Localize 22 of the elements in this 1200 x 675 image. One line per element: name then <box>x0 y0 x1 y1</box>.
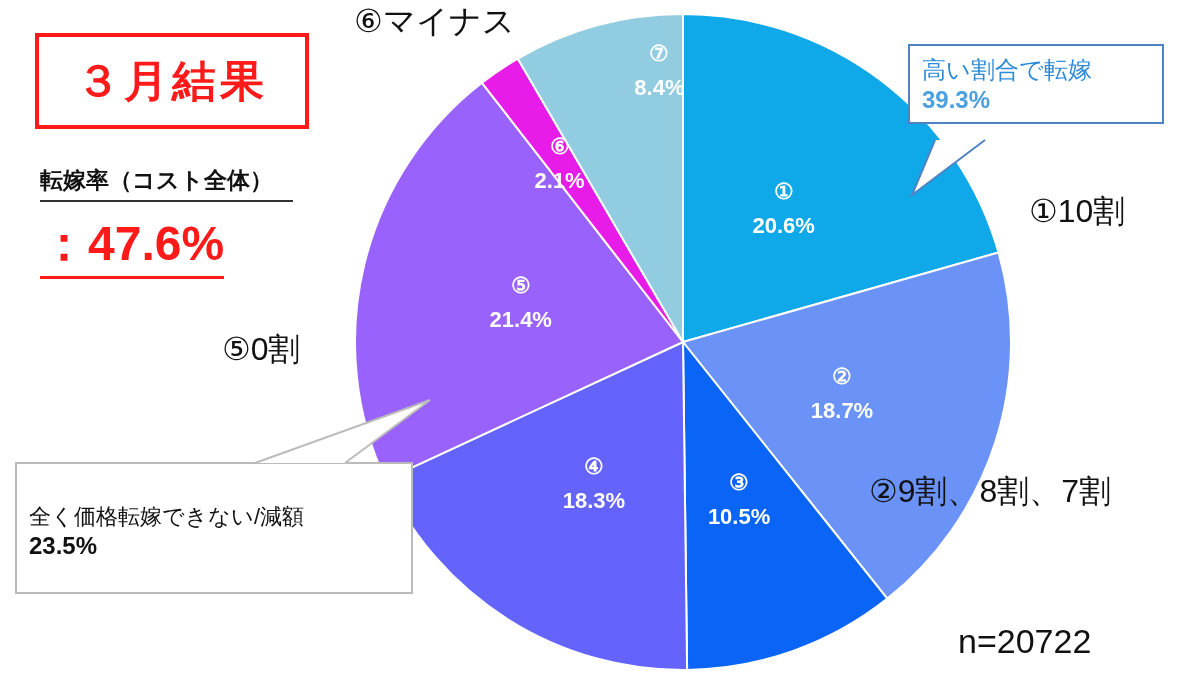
data-label: 18.7% <box>810 397 874 423</box>
data-label: 8.4% <box>634 75 685 101</box>
text: ①10割 <box>1029 193 1126 229</box>
text: ⑥マイナス <box>354 3 515 39</box>
data-label: 10.5% <box>707 503 771 529</box>
slice-label: ③ <box>729 469 750 495</box>
data-label: 18.3% <box>562 487 626 513</box>
data-label: 21.4% <box>489 307 552 332</box>
text: ②9割、8割、7割 <box>869 473 1112 509</box>
text: 全く価格転嫁できない/減額 23.5% <box>29 503 306 560</box>
text: 転嫁率（コスト全体） <box>40 165 293 202</box>
slice-label: ④ <box>583 453 604 479</box>
slice-label: ② <box>831 363 852 389</box>
slice-label: ⑦ <box>649 41 670 67</box>
text: n=20722 <box>958 622 1092 661</box>
text: 高い割合で転嫁 39.3% <box>922 55 1093 114</box>
text: ：47.6% <box>40 212 225 279</box>
text: ⑤0割 <box>222 331 301 367</box>
data-label: 20.6% <box>752 213 815 239</box>
text: ３月結果 <box>35 33 309 129</box>
slice-label: ⑤ <box>510 273 531 298</box>
slice-label: ① <box>773 179 794 205</box>
